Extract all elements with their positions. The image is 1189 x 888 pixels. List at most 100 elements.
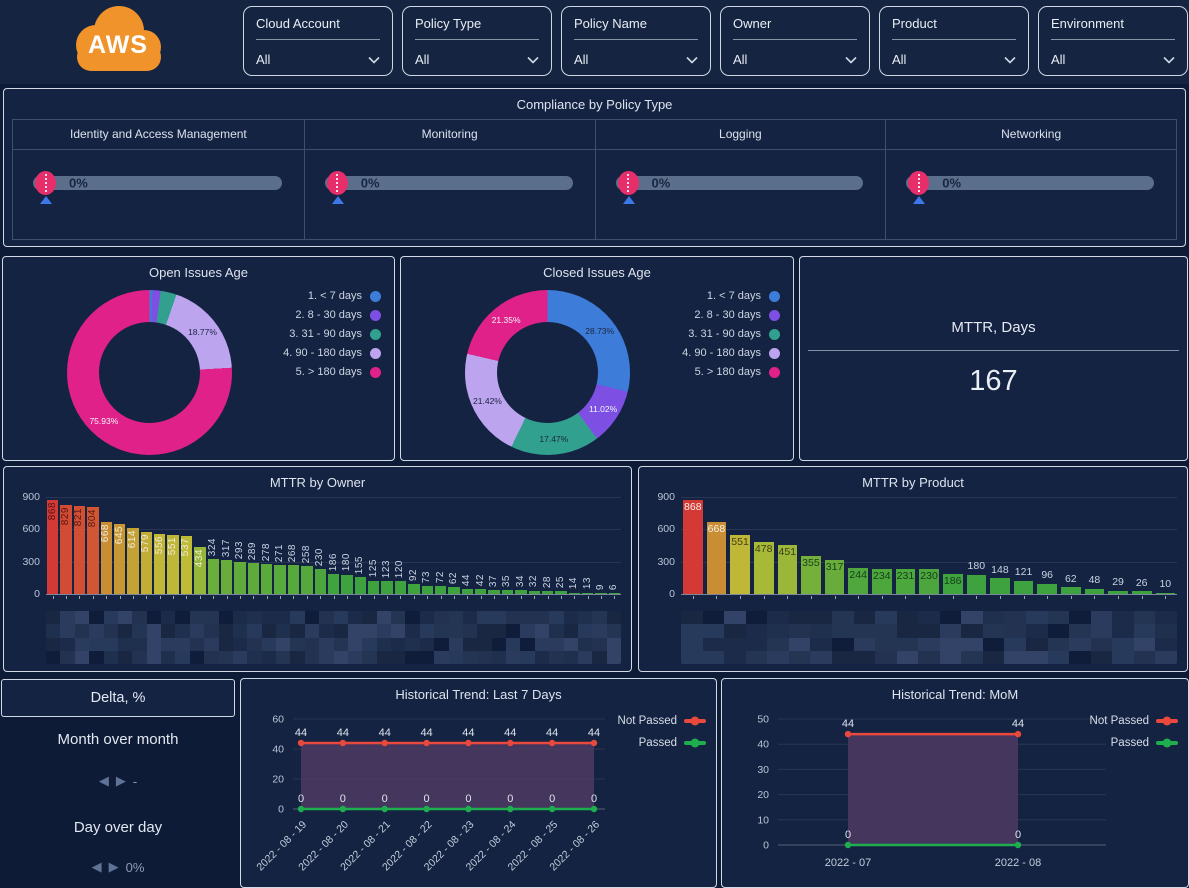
filter-divider (1051, 39, 1175, 40)
bar-rect (515, 590, 527, 594)
svg-text:0: 0 (591, 793, 597, 805)
bar: 62 (1059, 497, 1083, 599)
gauge-marker[interactable] (908, 171, 930, 209)
bars: 868 668 551 478 451 355 317 244 234 231 230 186 180 1… (681, 497, 1177, 599)
bar: 244 (846, 497, 870, 599)
legend-item-2-8-30-days[interactable]: 2. 8 - 30 days (295, 309, 381, 321)
gauge-marker[interactable] (617, 171, 640, 209)
bar-value-label: 317 (825, 560, 844, 573)
bar-plot: 868 668 551 478 451 355 317 244 234 231 230 186 180 1… (681, 497, 1177, 599)
legend-item-1-7-days[interactable]: 1. < 7 days (308, 290, 381, 302)
gauge-marker[interactable] (35, 171, 57, 209)
svg-text:20: 20 (272, 774, 284, 786)
svg-text:0: 0 (763, 840, 769, 852)
filter-select[interactable]: All (256, 52, 380, 67)
legend-item-passed[interactable]: Passed (639, 737, 706, 749)
legend-item-3-31-90-days[interactable]: 3. 31 - 90 days (289, 328, 381, 340)
bar-value-label: 42 (474, 574, 486, 587)
slice-label: 21.35% (491, 315, 521, 326)
bar-rect (127, 527, 139, 594)
bar: 62 (447, 497, 460, 599)
bar-value-label: 230 (920, 570, 938, 583)
donut-legend: 1. < 7 days 2. 8 - 30 days 3. 31 - 90 days… (682, 290, 780, 378)
filter-select[interactable]: All (892, 52, 1016, 67)
bar-value-label: 258 (300, 545, 312, 564)
legend-swatch (370, 309, 381, 321)
bar-value-label: 434 (193, 549, 205, 568)
legend-item-2-8-30-days[interactable]: 2. 8 - 30 days (694, 309, 780, 321)
bar-value-label: 324 (207, 537, 219, 557)
bar: 155 (354, 497, 367, 599)
bar: 821 (73, 497, 86, 599)
gauge-marker[interactable] (326, 171, 349, 209)
legend-item-4-90-180-days[interactable]: 4. 90 - 180 days (682, 347, 780, 359)
legend-label: 1. < 7 days (706, 290, 761, 302)
legend-item-3-31-90-days[interactable]: 3. 31 - 90 days (688, 328, 780, 340)
filter-cloud-account[interactable]: Cloud Account All (243, 6, 393, 76)
next-arrow-icon[interactable]: ▶ (115, 773, 126, 788)
bar: 123 (380, 497, 393, 599)
next-arrow-icon[interactable]: ▶ (108, 859, 119, 874)
bar-value-label: 289 (247, 541, 259, 560)
filter-select[interactable]: All (733, 52, 857, 67)
bar-rect (919, 569, 939, 594)
bar: 6 (608, 497, 621, 599)
legend-label: 1. < 7 days (307, 290, 362, 302)
historical-trend-last7-panel: Historical Trend: Last 7 Days 0 20 40 60 44 4… (240, 678, 717, 888)
svg-text:30: 30 (757, 764, 769, 776)
filter-product[interactable]: Product All (879, 6, 1029, 76)
bar-rect (381, 580, 393, 594)
compliance-column-networking: Networking 0% (885, 120, 1176, 239)
bar-rect (1037, 583, 1057, 594)
bar: 668 (705, 497, 729, 599)
bar: 551 (166, 497, 179, 599)
bar-rect (966, 574, 987, 594)
legend-item-5-180-days[interactable]: 5. > 180 days (695, 366, 780, 378)
filter-policy-type[interactable]: Policy Type All (402, 6, 552, 76)
bar-rect (234, 562, 246, 594)
bar-rect (100, 522, 112, 594)
bar-rect (706, 522, 727, 594)
gauge-pointer-icon (40, 196, 52, 204)
bar: 34 (514, 497, 527, 599)
filter-select[interactable]: All (574, 52, 698, 67)
legend-label: 5. > 180 days (694, 366, 761, 378)
bar-rect (154, 534, 166, 594)
previous-arrow-icon[interactable]: ◀ (91, 859, 102, 874)
bar-value-label: 72 (434, 571, 446, 584)
legend-item-4-90-180-days[interactable]: 4. 90 - 180 days (283, 347, 381, 359)
bar-value-label: 148 (991, 563, 1009, 576)
panel-title: Historical Trend: MoM (891, 687, 1019, 702)
gauge-value: 0% (360, 175, 380, 191)
previous-arrow-icon[interactable]: ◀ (98, 773, 109, 788)
bar-value-label: 186 (943, 574, 962, 587)
slice-label: 18.77% (188, 327, 217, 338)
legend-item-not-passed[interactable]: Not Passed (618, 715, 706, 727)
bar-value-label: 14 (568, 577, 580, 590)
filter-select[interactable]: All (1051, 52, 1175, 67)
filter-environment[interactable]: Environment All (1038, 6, 1188, 76)
filter-policy-name[interactable]: Policy Name All (561, 6, 711, 76)
panel-title: Historical Trend: Last 7 Days (395, 687, 562, 702)
filter-select[interactable]: All (415, 52, 539, 67)
bar-rect (461, 589, 473, 594)
bar-rect (801, 555, 821, 594)
filter-owner[interactable]: Owner All (720, 6, 870, 76)
bar: 37 (487, 497, 500, 599)
filter-bar: AWS Cloud Account All Policy Type All Policy… (0, 0, 1189, 84)
bar: 271 (273, 497, 286, 599)
bar: 32 (528, 497, 541, 599)
closed-issues-donut: 28.73% 11.02% 17.47% 21.42% 21.35% (465, 290, 630, 455)
svg-text:0: 0 (845, 829, 851, 841)
gridline (681, 529, 1177, 531)
bar-rect (824, 559, 845, 594)
bar-plot: 868 829 821 804 668 645 614 579 556 551 537 434 324 3… (46, 497, 621, 599)
legend-item-passed[interactable]: Passed (1111, 737, 1178, 749)
legend-item-5-180-days[interactable]: 5. > 180 days (296, 366, 381, 378)
compliance-column-header: Identity and Access Management (13, 120, 304, 150)
legend-item-1-7-days[interactable]: 1. < 7 days (707, 290, 780, 302)
bar-value-label: 10 (1159, 578, 1172, 591)
legend-line-marker (684, 716, 706, 726)
legend-item-not-passed[interactable]: Not Passed (1090, 715, 1178, 727)
bar: 317 (220, 497, 233, 599)
